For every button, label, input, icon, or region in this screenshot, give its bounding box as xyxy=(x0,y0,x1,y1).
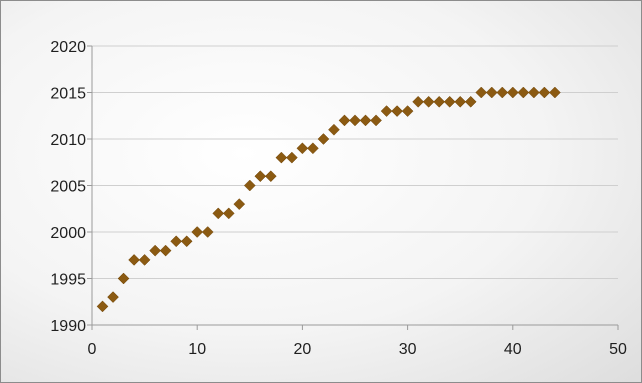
x-tick-label: 40 xyxy=(504,341,522,358)
data-point xyxy=(412,95,424,108)
data-point xyxy=(422,95,435,108)
data-point xyxy=(191,226,204,238)
data-point xyxy=(370,114,382,127)
x-tick-label: 10 xyxy=(188,341,206,358)
data-point xyxy=(317,133,330,145)
data-point xyxy=(212,207,225,220)
data-point xyxy=(222,207,235,220)
data-point xyxy=(349,114,361,127)
data-point xyxy=(96,300,109,313)
data-point xyxy=(401,105,414,117)
data-points xyxy=(96,86,561,313)
data-point xyxy=(454,95,467,108)
data-point xyxy=(538,86,551,99)
y-tick-label: 2020 xyxy=(50,39,86,56)
data-point xyxy=(328,123,340,136)
data-point xyxy=(359,114,372,127)
y-tick-label: 2010 xyxy=(50,132,86,149)
data-point xyxy=(117,272,130,285)
y-tick-label: 2005 xyxy=(50,179,86,196)
gridlines xyxy=(92,45,618,279)
data-point xyxy=(243,179,256,192)
x-tick-label: 30 xyxy=(399,341,417,358)
data-point xyxy=(201,226,214,238)
data-point xyxy=(307,142,319,155)
data-point xyxy=(527,86,540,99)
y-axis-tick-labels: 1990 1995 2000 2005 2010 2015 2020 xyxy=(50,39,86,335)
data-point xyxy=(391,105,403,117)
data-point xyxy=(549,86,561,99)
data-point xyxy=(149,244,161,257)
x-tick-label: 50 xyxy=(609,341,627,358)
y-tick-label: 1995 xyxy=(50,272,86,289)
data-point xyxy=(433,95,446,108)
data-point xyxy=(475,86,488,99)
data-point xyxy=(233,198,246,210)
x-tick-label: 20 xyxy=(294,341,312,358)
data-point xyxy=(380,105,393,117)
data-point xyxy=(443,95,456,108)
data-point xyxy=(159,244,172,257)
data-point xyxy=(180,235,193,248)
data-point xyxy=(496,86,509,99)
data-point xyxy=(464,95,477,108)
data-point xyxy=(254,170,267,183)
data-point xyxy=(264,170,277,183)
x-axis-tick-labels: 0 10 20 30 40 50 xyxy=(88,341,627,358)
data-point xyxy=(338,114,351,127)
y-tick-label: 1990 xyxy=(50,318,86,335)
data-point xyxy=(275,151,288,164)
data-point xyxy=(485,86,498,99)
y-tick-label: 2000 xyxy=(50,225,86,242)
data-point xyxy=(107,291,119,303)
data-point xyxy=(138,254,151,266)
axes xyxy=(87,45,619,330)
y-tick-label: 2015 xyxy=(50,86,86,103)
x-tick-label: 0 xyxy=(88,341,97,358)
data-point xyxy=(286,151,298,164)
data-point xyxy=(170,235,183,248)
data-point xyxy=(128,254,140,266)
data-point xyxy=(296,142,309,155)
data-point xyxy=(506,86,519,99)
data-point xyxy=(517,86,530,99)
